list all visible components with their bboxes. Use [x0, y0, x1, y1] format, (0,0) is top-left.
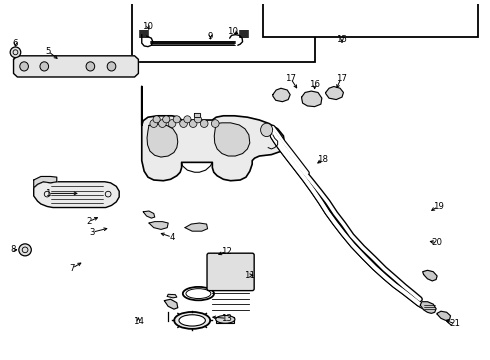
Text: 4: 4: [169, 233, 175, 242]
Polygon shape: [185, 223, 208, 231]
Polygon shape: [437, 311, 450, 320]
Ellipse shape: [153, 116, 160, 123]
Bar: [216, 316, 234, 323]
Text: 10: 10: [227, 27, 239, 36]
Text: 16: 16: [309, 80, 320, 89]
Text: 9: 9: [208, 32, 213, 41]
Ellipse shape: [180, 120, 187, 127]
Polygon shape: [149, 222, 168, 229]
Ellipse shape: [184, 116, 191, 123]
Polygon shape: [34, 182, 119, 207]
Text: 17: 17: [336, 74, 346, 83]
Ellipse shape: [173, 116, 180, 123]
Polygon shape: [167, 294, 177, 298]
Text: 13: 13: [221, 314, 232, 323]
Ellipse shape: [174, 312, 210, 329]
Text: 3: 3: [90, 228, 95, 237]
Polygon shape: [194, 113, 200, 117]
Ellipse shape: [86, 62, 95, 71]
Ellipse shape: [261, 123, 272, 136]
Ellipse shape: [195, 116, 201, 123]
Ellipse shape: [189, 120, 197, 127]
Text: 7: 7: [70, 264, 75, 273]
Text: 17: 17: [285, 74, 296, 83]
Polygon shape: [420, 302, 436, 313]
Ellipse shape: [20, 62, 28, 71]
Ellipse shape: [40, 62, 49, 71]
Text: 12: 12: [221, 247, 232, 256]
Polygon shape: [164, 299, 178, 309]
Polygon shape: [34, 176, 57, 188]
Text: 19: 19: [433, 202, 443, 211]
Text: 1: 1: [46, 189, 51, 198]
Bar: [132, 0, 315, 62]
Polygon shape: [273, 88, 290, 102]
Polygon shape: [14, 56, 138, 77]
Polygon shape: [142, 86, 284, 181]
Ellipse shape: [211, 120, 219, 127]
Ellipse shape: [216, 315, 235, 323]
Polygon shape: [143, 211, 155, 218]
Ellipse shape: [200, 120, 208, 127]
Ellipse shape: [179, 315, 205, 326]
Text: 11: 11: [245, 271, 255, 280]
Ellipse shape: [159, 120, 166, 127]
Text: 14: 14: [133, 317, 144, 326]
Text: 6: 6: [13, 39, 18, 48]
Polygon shape: [214, 123, 250, 156]
Ellipse shape: [150, 120, 158, 127]
FancyBboxPatch shape: [207, 253, 254, 291]
Ellipse shape: [168, 120, 176, 127]
Ellipse shape: [163, 116, 170, 123]
Text: 15: 15: [337, 35, 347, 44]
Text: 10: 10: [143, 22, 153, 31]
Text: 5: 5: [46, 47, 51, 56]
Text: 21: 21: [450, 319, 461, 328]
Text: 2: 2: [86, 217, 92, 226]
Polygon shape: [302, 91, 322, 107]
Polygon shape: [326, 86, 343, 100]
Text: 8: 8: [11, 246, 16, 255]
Bar: [263, 0, 478, 37]
Polygon shape: [147, 124, 178, 157]
Polygon shape: [423, 270, 437, 281]
Ellipse shape: [19, 244, 31, 256]
Ellipse shape: [107, 62, 116, 71]
Text: 20: 20: [432, 238, 442, 247]
Text: 18: 18: [318, 155, 328, 164]
Ellipse shape: [10, 47, 21, 58]
